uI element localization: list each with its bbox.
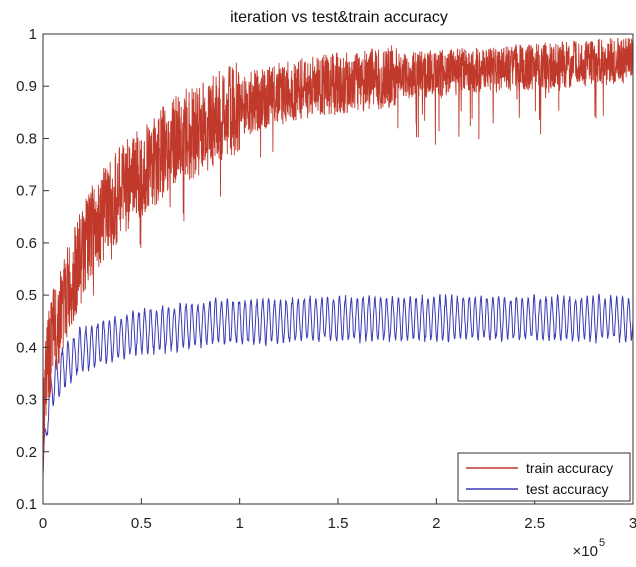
x-tick-label: 0 <box>39 515 47 532</box>
y-axis: 0.1 0.2 0.3 0.4 0.5 0.6 0.7 0.8 0.9 1 <box>16 26 49 513</box>
x-axis-multiplier: ×10 5 <box>573 537 606 560</box>
series-line-train-accuracy <box>43 37 633 467</box>
chart-title: iteration vs test&train accuracy <box>230 9 448 26</box>
x-multiplier-exponent: 5 <box>599 537 605 549</box>
y-tick-label: 0.4 <box>16 339 37 356</box>
y-tick-label: 0.9 <box>16 78 37 95</box>
plot-area <box>43 37 633 478</box>
y-tick-label: 0.2 <box>16 444 37 461</box>
series-line-test-accuracy <box>43 293 633 478</box>
y-tick-label: 0.3 <box>16 392 37 409</box>
legend-box <box>457 452 631 502</box>
legend: train accuracy test accuracy <box>457 452 631 502</box>
x-tick-label: 0.5 <box>131 515 152 532</box>
y-tick-label: 1 <box>29 26 37 43</box>
x-tick-label: 1.5 <box>328 515 349 532</box>
y-tick-label: 0.8 <box>16 130 37 147</box>
legend-label-train: train accuracy <box>526 460 613 476</box>
y-tick-label: 0.6 <box>16 235 37 252</box>
y-tick-label: 0.7 <box>16 183 37 200</box>
y-tick-label: 0.1 <box>16 496 37 513</box>
plot-frame <box>42 33 634 505</box>
x-tick-label: 1 <box>235 515 243 532</box>
y-tick-label: 0.5 <box>16 287 37 304</box>
x-tick-label: 2 <box>432 515 440 532</box>
x-tick-label: 2.5 <box>524 515 545 532</box>
x-tick-label: 3 <box>629 515 636 532</box>
x-axis: 0 0.5 1 1.5 2 2.5 3 <box>39 498 636 532</box>
x-multiplier-base: ×10 <box>573 543 598 560</box>
legend-label-test: test accuracy <box>526 481 608 497</box>
